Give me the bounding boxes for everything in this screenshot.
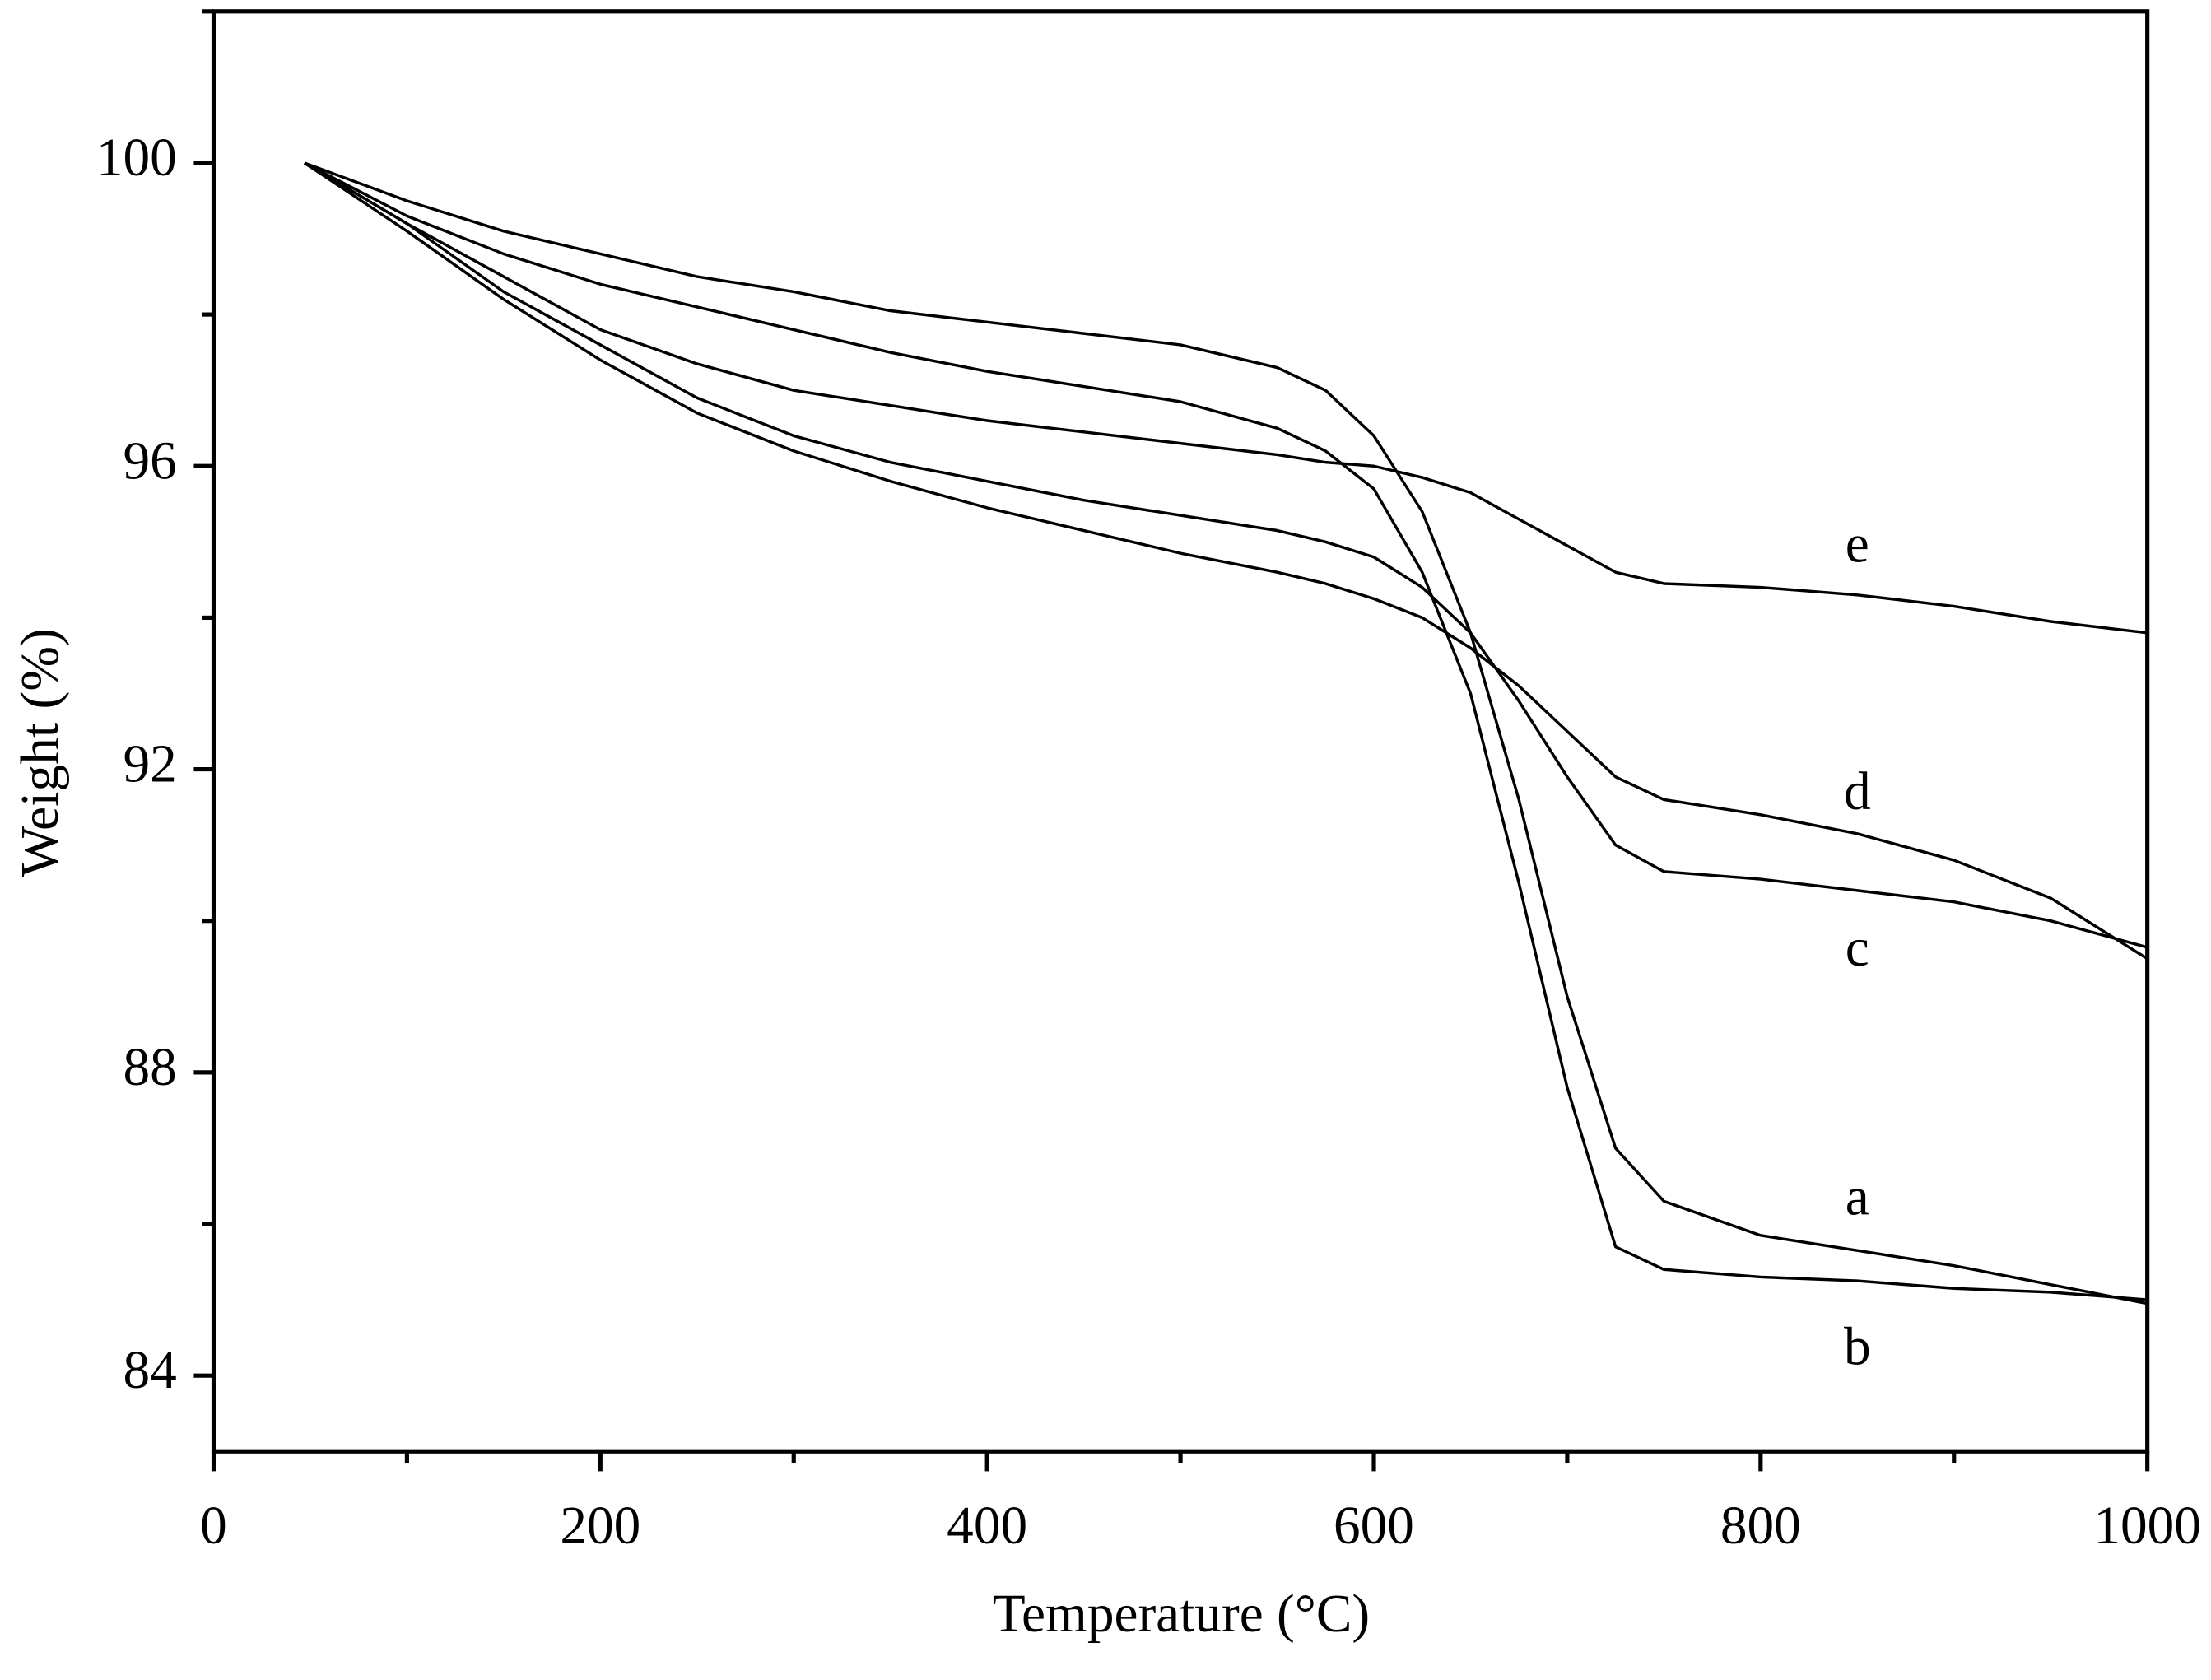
y-tick-label: 96	[123, 431, 177, 491]
series-label: c	[1846, 919, 1869, 978]
series-label: a	[1846, 1168, 1869, 1227]
series-label: e	[1846, 515, 1869, 575]
series-label: d	[1844, 762, 1871, 821]
x-tick-label: 400	[947, 1496, 1027, 1556]
data-line	[304, 161, 2148, 635]
y-tick-label: 100	[96, 128, 177, 188]
series-label: b	[1844, 1317, 1871, 1376]
x-tick-label: 200	[560, 1496, 640, 1556]
data-line	[304, 161, 2148, 1305]
y-tick-label: 92	[123, 734, 177, 793]
data-line	[304, 161, 2148, 1301]
y-tick-label: 84	[123, 1341, 177, 1400]
y-tick-label: 88	[123, 1038, 177, 1097]
data-line	[303, 161, 2148, 961]
x-tick-label: 1000	[2093, 1496, 2201, 1556]
x-tick-label: 0	[200, 1496, 227, 1556]
x-axis-title: Temperature (°C)	[993, 1585, 1370, 1644]
plot-frame	[211, 9, 2150, 1454]
data-line	[304, 161, 2148, 949]
x-tick-label: 800	[1720, 1496, 1801, 1556]
x-tick-label: 600	[1334, 1496, 1414, 1556]
y-axis-title: Weight (%)	[11, 628, 70, 877]
